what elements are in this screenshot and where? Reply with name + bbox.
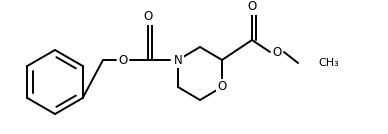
- Text: O: O: [144, 10, 152, 23]
- Text: CH₃: CH₃: [318, 58, 339, 68]
- Text: N: N: [173, 53, 182, 66]
- Text: O: O: [248, 1, 256, 14]
- Text: O: O: [118, 53, 128, 66]
- Text: O: O: [217, 81, 227, 94]
- Text: O: O: [272, 46, 282, 59]
